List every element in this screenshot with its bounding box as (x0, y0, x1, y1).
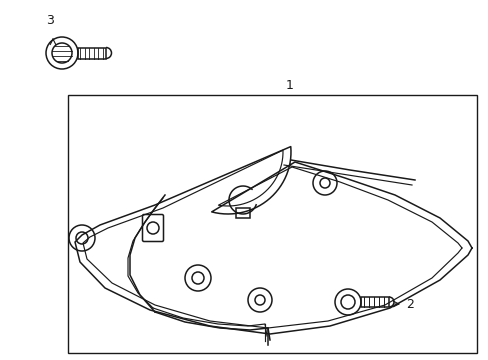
Bar (360, 297, 388, 307)
Bar (68, 95, 476, 353)
Text: 2: 2 (405, 297, 413, 310)
Text: 3: 3 (46, 14, 54, 27)
Bar (236, 208, 249, 218)
Bar (78, 48, 106, 59)
Text: 1: 1 (285, 78, 293, 91)
